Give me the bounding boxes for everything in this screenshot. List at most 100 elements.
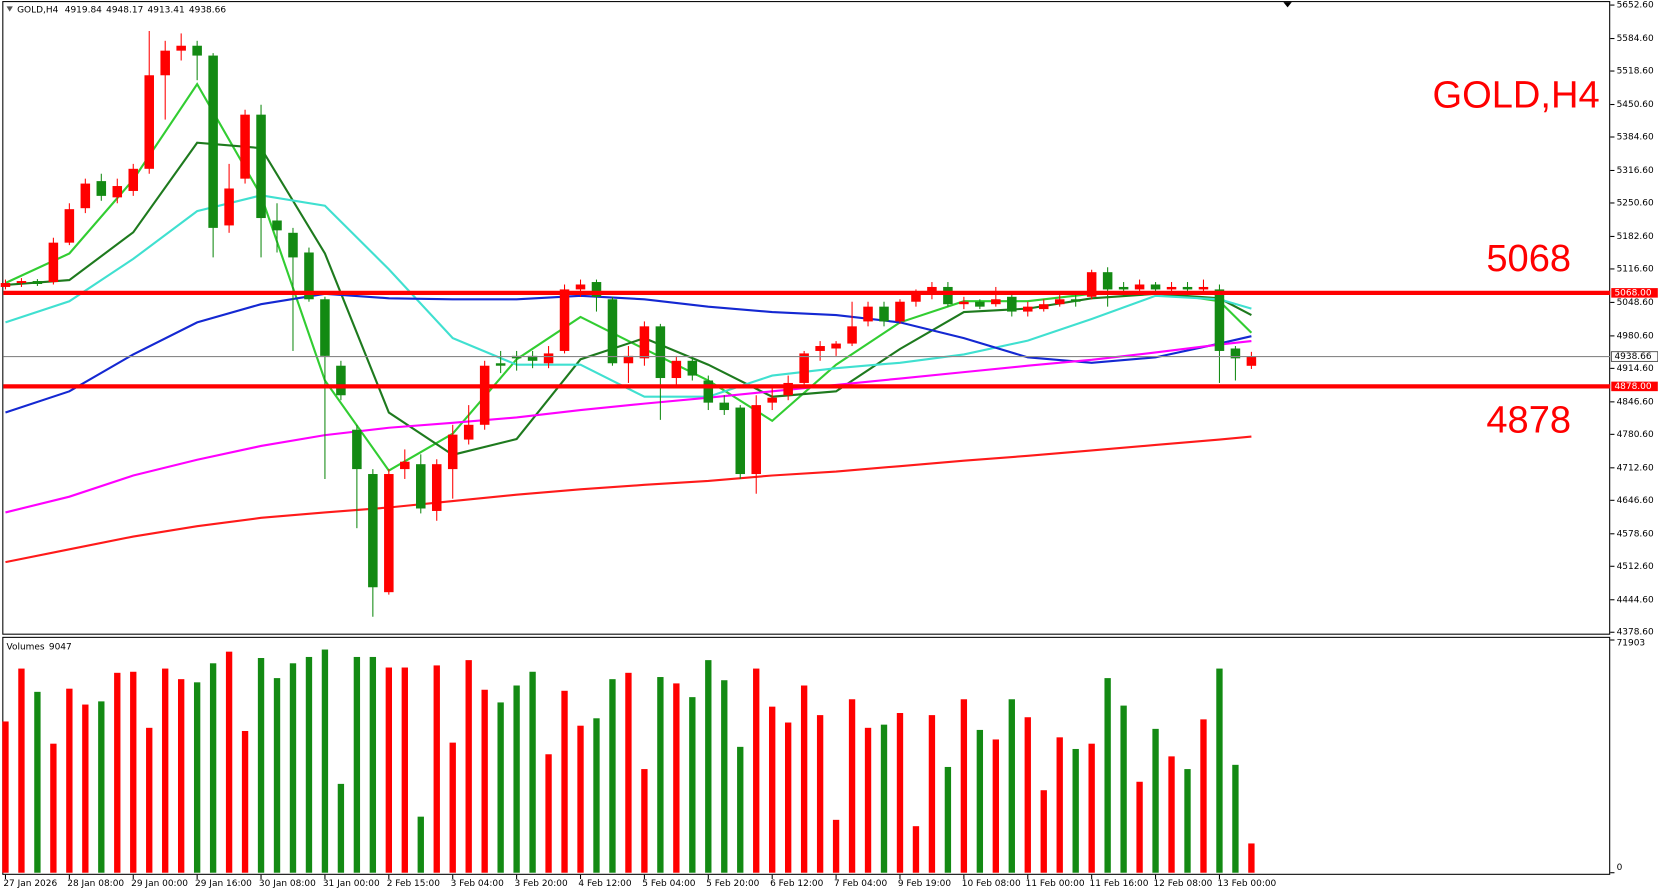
- candle-body: [1086, 272, 1097, 297]
- moving-average: [5, 435, 1252, 564]
- volume-bar: [1136, 781, 1143, 873]
- y-tick-label: 4512.60: [1617, 562, 1654, 572]
- volume-bar: [657, 677, 664, 873]
- candle-body: [256, 114, 266, 219]
- volume-bar: [241, 730, 249, 873]
- volume-bar: [449, 742, 456, 873]
- candle-body: [495, 363, 506, 366]
- volume-bar: [1216, 668, 1223, 873]
- candle-body: [1246, 356, 1257, 366]
- moving-average: [5, 194, 1252, 398]
- y-tick-label: 4578.60: [1617, 529, 1654, 539]
- candle-body: [879, 306, 889, 322]
- volume-bar: [800, 685, 808, 873]
- volume-bar: [689, 697, 696, 873]
- y-tick-label: 0: [1617, 863, 1623, 873]
- candle-body: [336, 365, 346, 396]
- candle-body: [384, 474, 394, 593]
- volume-bar: [848, 699, 856, 873]
- candle-body: [543, 353, 554, 364]
- candle-body: [272, 220, 282, 231]
- candle-body: [1182, 286, 1193, 290]
- candle-body: [1134, 284, 1145, 290]
- volume-bar: [34, 691, 41, 873]
- candle-body: [735, 407, 746, 475]
- volume-bar: [960, 699, 968, 873]
- volume-bar: [1152, 728, 1159, 873]
- volume-bar: [753, 668, 760, 873]
- candle-body: [304, 252, 314, 300]
- volume-bar: [1088, 743, 1095, 873]
- candle-body: [16, 281, 27, 284]
- x-tick-label: 30 Jan 08:00: [259, 879, 316, 889]
- candle-body: [527, 355, 538, 361]
- x-tick-label: 13 Feb 00:00: [1217, 879, 1276, 889]
- volume-header: Volumes 9047: [7, 642, 72, 652]
- candle-body: [208, 55, 218, 228]
- volume-bar: [417, 816, 424, 873]
- candle-body: [1198, 286, 1209, 290]
- volume-bar: [896, 713, 904, 873]
- candle-body: [767, 397, 777, 403]
- volume-bar: [561, 690, 568, 873]
- y-tick-label: 4444.60: [1617, 595, 1654, 605]
- x-tick-label: 3 Feb 20:00: [515, 879, 569, 889]
- candle-body: [703, 380, 714, 403]
- volume-bar: [1104, 678, 1111, 873]
- volume-bar: [769, 706, 776, 873]
- candle-body: [927, 286, 937, 295]
- volume-bar: [673, 683, 680, 873]
- candle-body: [959, 301, 969, 305]
- candle-body: [783, 382, 793, 396]
- level-label: 4878.00: [1614, 382, 1651, 392]
- x-tick-label: 29 Jan 00:00: [131, 879, 188, 889]
- y-tick-label: 5518.60: [1617, 67, 1654, 77]
- candle-body: [687, 360, 698, 376]
- volume-bar: [880, 724, 888, 873]
- candle-body: [1214, 289, 1225, 351]
- candle-body: [80, 183, 91, 209]
- ohlc-high: 4948.17: [106, 5, 143, 15]
- candle-body: [320, 299, 330, 356]
- volume-bar: [2, 721, 9, 873]
- symbol-header: GOLD,H4 4919.84 4948.17 4913.41 4938.66: [17, 5, 226, 15]
- x-tick-label: 7 Feb 04:00: [834, 879, 888, 889]
- shift-marker: [1283, 2, 1292, 8]
- volume-bar: [737, 746, 744, 873]
- y-tick-label: 4980.60: [1617, 331, 1654, 341]
- symbol: GOLD,H4: [17, 5, 59, 15]
- x-tick-label: 5 Feb 04:00: [642, 879, 696, 889]
- x-tick-label: 10 Feb 08:00: [962, 879, 1021, 889]
- candle-body: [368, 474, 378, 588]
- volume-bar: [912, 826, 920, 873]
- candle-body: [0, 283, 11, 287]
- y-tick-label: 5182.60: [1617, 232, 1654, 242]
- volume-bar: [289, 663, 297, 873]
- candle-body: [48, 242, 59, 283]
- volume-bar: [1184, 769, 1191, 873]
- volume-bar: [193, 682, 201, 873]
- candle-body: [671, 360, 682, 379]
- volume-bar: [944, 766, 952, 873]
- x-tick-label: 27 Jan 2026: [3, 879, 57, 889]
- volume-bar: [625, 672, 632, 873]
- volume-bar: [66, 688, 73, 873]
- candle-body: [1007, 296, 1017, 312]
- candle-body: [591, 282, 602, 297]
- x-tick-label: 29 Jan 16:00: [195, 879, 252, 889]
- candle-body: [32, 281, 43, 285]
- x-tick-label: 11 Feb 00:00: [1026, 879, 1085, 889]
- volume-bar: [177, 679, 185, 873]
- candle-body: [511, 355, 522, 359]
- level-annotation: 4878: [1486, 399, 1571, 441]
- x-tick-label: 31 Jan 00:00: [323, 879, 380, 889]
- candle-body: [655, 326, 666, 379]
- volume-bar: [529, 671, 536, 873]
- volume-bar: [273, 678, 281, 873]
- volume-bar: [1056, 737, 1063, 873]
- candle-body: [447, 434, 458, 470]
- volume-title: Volumes: [7, 642, 45, 652]
- volume-bar: [609, 679, 616, 873]
- volume-bar: [337, 783, 345, 873]
